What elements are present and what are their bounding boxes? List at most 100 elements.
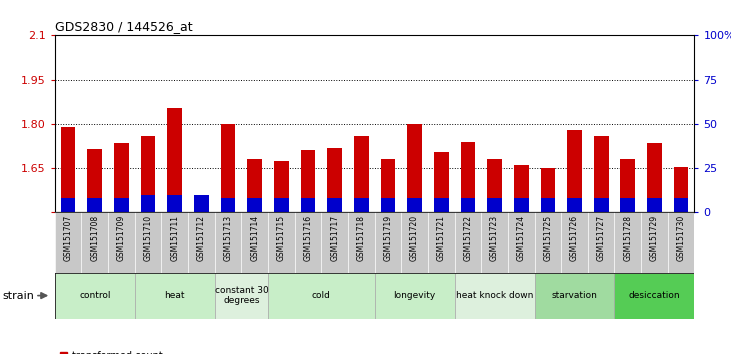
Bar: [114, 198, 129, 212]
Bar: [488, 198, 502, 212]
Bar: [647, 198, 662, 212]
Text: longevity: longevity: [393, 291, 436, 300]
Bar: [188, 212, 215, 273]
Bar: [488, 159, 502, 212]
Text: constant 30
degrees: constant 30 degrees: [214, 286, 268, 305]
Bar: [374, 273, 455, 319]
Text: GSM151726: GSM151726: [570, 215, 579, 261]
Bar: [354, 198, 368, 212]
Bar: [381, 198, 395, 212]
Bar: [300, 150, 315, 212]
Text: GSM151714: GSM151714: [250, 215, 260, 261]
Bar: [61, 127, 75, 212]
Bar: [455, 273, 534, 319]
Bar: [135, 212, 162, 273]
Text: GSM151718: GSM151718: [357, 215, 366, 261]
Bar: [615, 212, 641, 273]
Bar: [514, 165, 529, 212]
Text: GSM151727: GSM151727: [596, 215, 606, 261]
Text: heat: heat: [164, 291, 185, 300]
Text: GSM151708: GSM151708: [91, 215, 99, 261]
Bar: [268, 212, 295, 273]
Bar: [647, 143, 662, 212]
Bar: [674, 167, 689, 212]
Bar: [215, 273, 268, 319]
Bar: [461, 142, 475, 212]
Bar: [621, 198, 635, 212]
Text: GSM151728: GSM151728: [624, 215, 632, 261]
Text: GSM151712: GSM151712: [197, 215, 206, 261]
Bar: [567, 198, 582, 212]
Bar: [561, 212, 588, 273]
Bar: [621, 159, 635, 212]
Bar: [567, 130, 582, 212]
Text: GSM151721: GSM151721: [436, 215, 446, 261]
Bar: [668, 212, 694, 273]
Bar: [194, 210, 209, 212]
Bar: [108, 212, 135, 273]
Bar: [135, 273, 215, 319]
Text: GSM151723: GSM151723: [490, 215, 499, 261]
Bar: [434, 152, 449, 212]
Bar: [327, 198, 342, 212]
Bar: [88, 149, 102, 212]
Bar: [434, 198, 449, 212]
Bar: [481, 212, 508, 273]
Text: GSM151725: GSM151725: [543, 215, 553, 261]
Bar: [354, 136, 368, 212]
Bar: [540, 198, 556, 212]
Bar: [274, 161, 289, 212]
Bar: [241, 212, 268, 273]
Text: GSM151707: GSM151707: [64, 215, 72, 261]
Text: starvation: starvation: [552, 291, 597, 300]
Bar: [81, 212, 108, 273]
Text: GSM151717: GSM151717: [330, 215, 339, 261]
Text: GSM151720: GSM151720: [410, 215, 419, 261]
Bar: [327, 148, 342, 212]
Text: GSM151715: GSM151715: [277, 215, 286, 261]
Text: heat knock down: heat knock down: [456, 291, 533, 300]
Text: GSM151719: GSM151719: [384, 215, 393, 261]
Bar: [508, 212, 534, 273]
Bar: [588, 212, 615, 273]
Text: control: control: [79, 291, 110, 300]
Bar: [221, 198, 235, 212]
Text: GSM151716: GSM151716: [303, 215, 313, 261]
Bar: [141, 195, 156, 212]
Bar: [615, 273, 694, 319]
Bar: [295, 212, 322, 273]
Bar: [55, 273, 135, 319]
Bar: [162, 212, 188, 273]
Bar: [348, 212, 374, 273]
Bar: [55, 212, 81, 273]
Text: GSM151713: GSM151713: [224, 215, 232, 261]
Text: strain: strain: [2, 291, 34, 301]
Bar: [215, 212, 241, 273]
Bar: [88, 198, 102, 212]
Bar: [167, 195, 182, 212]
Bar: [534, 273, 615, 319]
Text: GSM151730: GSM151730: [677, 215, 686, 261]
Bar: [247, 198, 262, 212]
Text: GSM151722: GSM151722: [463, 215, 472, 261]
Bar: [461, 198, 475, 212]
Text: GSM151711: GSM151711: [170, 215, 179, 261]
Bar: [114, 143, 129, 212]
Bar: [540, 168, 556, 212]
Bar: [167, 108, 182, 212]
Bar: [247, 159, 262, 212]
Text: cold: cold: [312, 291, 330, 300]
Bar: [455, 212, 481, 273]
Bar: [594, 198, 608, 212]
Bar: [141, 136, 156, 212]
Bar: [221, 124, 235, 212]
Text: GSM151724: GSM151724: [517, 215, 526, 261]
Text: GSM151709: GSM151709: [117, 215, 126, 261]
Text: desiccation: desiccation: [629, 291, 681, 300]
Bar: [534, 212, 561, 273]
Bar: [594, 136, 608, 212]
Bar: [61, 198, 75, 212]
Legend: transformed count, percentile rank within the sample: transformed count, percentile rank withi…: [60, 351, 238, 354]
Bar: [641, 212, 668, 273]
Bar: [407, 198, 422, 212]
